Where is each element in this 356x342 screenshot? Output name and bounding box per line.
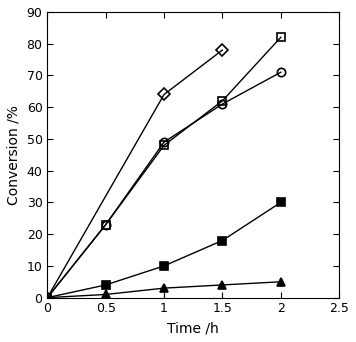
Y-axis label: Conversion /%: Conversion /% (7, 105, 21, 205)
X-axis label: Time /h: Time /h (167, 321, 219, 335)
